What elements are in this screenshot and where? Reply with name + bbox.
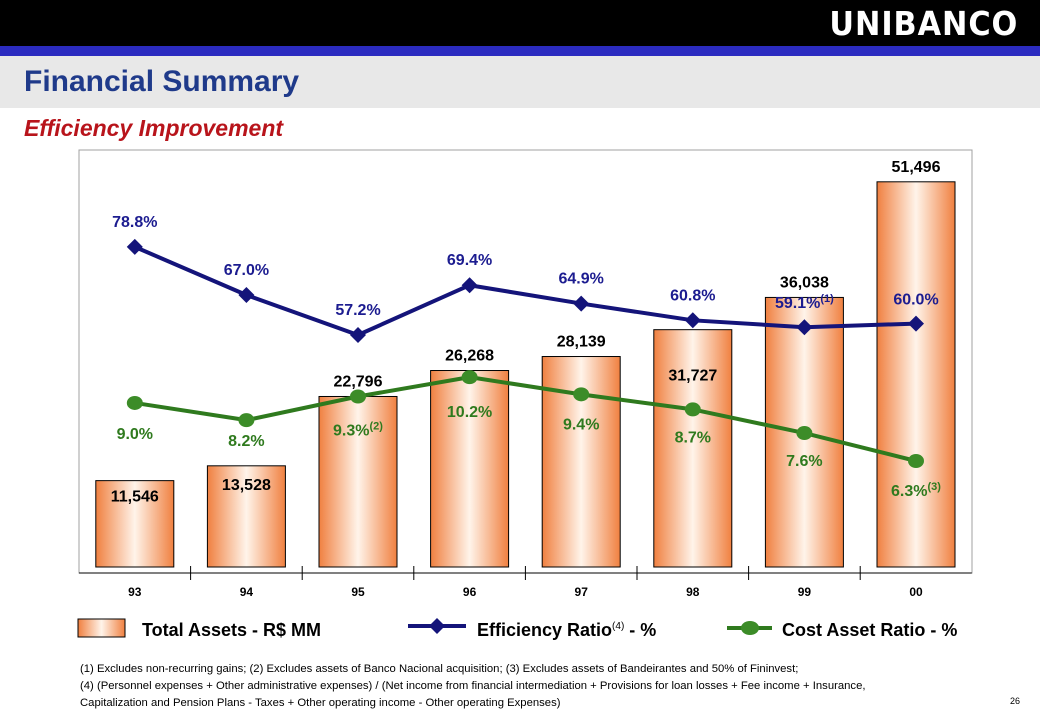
footnote-ref: (2) [370, 421, 384, 433]
x-tick-label-95: 95 [351, 585, 365, 599]
bar-95 [318, 395, 398, 568]
footnotes: (1) Excludes non-recurring gains; (2) Ex… [80, 661, 1020, 712]
x-tick-label-98: 98 [686, 585, 700, 599]
cost-marker-94 [238, 413, 255, 428]
bar-94 [206, 465, 286, 568]
bar-96 [430, 370, 510, 568]
bar-value-label-93: 11,546 [111, 489, 159, 506]
efficiency-marker-00 [908, 315, 924, 332]
efficiency-marker-98 [684, 312, 701, 329]
x-tick-label-94: 94 [240, 585, 254, 599]
page-subtitle: Efficiency Improvement [24, 115, 284, 141]
bar-value-label-98: 31,727 [668, 368, 717, 385]
efficiency-marker-96 [461, 277, 478, 294]
bar-value-label-99: 36,038 [780, 274, 829, 291]
efficiency-label-99: 59.1%(1) [775, 293, 834, 312]
page-title: Financial Summary [24, 65, 300, 98]
cost-marker-96 [461, 370, 478, 385]
efficiency-label-93: 78.8% [112, 214, 157, 231]
bar-98 [653, 329, 733, 568]
cost-marker-93 [126, 395, 143, 410]
legend-cost-label: Cost Asset Ratio - % [782, 620, 958, 640]
efficiency-label-98: 60.8% [670, 287, 715, 304]
cost-label-96: 10.2% [447, 404, 492, 421]
efficiency-label-96: 69.4% [447, 252, 492, 269]
footnote-ref: (3) [928, 481, 942, 493]
x-tick-label-96: 96 [463, 585, 477, 599]
bar-00 [876, 181, 956, 568]
efficiency-marker-95 [350, 327, 366, 343]
bar-value-label-00: 51,496 [892, 159, 941, 176]
legend-cost-marker [741, 621, 759, 635]
bar-93 [95, 480, 175, 568]
footnote-line-2: (4) (Personnel expenses + Other administ… [80, 680, 866, 692]
cost-label-98: 8.7% [675, 429, 711, 446]
top-bar [0, 0, 1040, 48]
legend-efficiency-suffix: - % [624, 620, 657, 640]
efficiency-marker-94 [238, 287, 255, 304]
efficiency-label-95: 57.2% [335, 302, 380, 319]
legend-efficiency-marker [429, 618, 445, 634]
cost-marker-00 [908, 454, 924, 468]
x-tick-label-00: 00 [909, 585, 923, 599]
accent-bar [0, 46, 1040, 56]
footnote-line-1: (1) Excludes non-recurring gains; (2) Ex… [80, 663, 799, 675]
legend-assets-swatch [77, 618, 126, 638]
bar-value-label-96: 26,268 [445, 348, 494, 365]
efficiency-label-97: 64.9% [559, 271, 604, 288]
cost-label-97: 9.4% [563, 416, 599, 433]
efficiency-marker-99 [796, 319, 813, 336]
cost-asset-ratio-line [134, 375, 917, 463]
cost-label-93: 9.0% [117, 426, 153, 443]
footnote-line-3: Capitalization and Pension Plans - Taxes… [80, 697, 561, 709]
efficiency-marker-93 [126, 238, 143, 255]
cost-marker-99 [796, 426, 813, 441]
bar-value-label-95: 22,796 [334, 373, 383, 390]
unibanco-logo: UNIBANCO [829, 4, 1018, 43]
bar-value-label-94: 13,528 [222, 477, 271, 494]
cost-label-94: 8.2% [228, 433, 264, 450]
efficiency-label-94: 67.0% [224, 262, 269, 279]
page-number: 26 [1009, 696, 1020, 706]
title-band [0, 56, 1040, 108]
cost-marker-97 [573, 387, 590, 402]
efficiency-label-00: 60.0% [893, 292, 938, 309]
efficiency-chart: 93 94 95 96 97 98 99 00 11,546 13,528 22,796 26,26… [77, 149, 973, 638]
x-tick-label-99: 99 [798, 585, 812, 599]
legend-assets-label: Total Assets - R$ MM [142, 620, 322, 640]
cost-label-99: 7.6% [786, 453, 822, 470]
efficiency-ratio-line [134, 245, 917, 337]
x-tick-label-97: 97 [575, 585, 589, 599]
efficiency-marker-97 [573, 295, 590, 312]
legend-efficiency-label: Efficiency Ratio(4) - % [477, 616, 656, 641]
cost-marker-98 [684, 402, 701, 417]
bar-value-label-97: 28,139 [557, 334, 606, 351]
legend-efficiency-note: (4) [612, 621, 625, 632]
footnote-ref: (1) [820, 293, 834, 305]
legend-efficiency-text: Efficiency Ratio [477, 620, 613, 640]
x-tick-label-93: 93 [128, 585, 142, 599]
cost-marker-95 [350, 389, 366, 404]
